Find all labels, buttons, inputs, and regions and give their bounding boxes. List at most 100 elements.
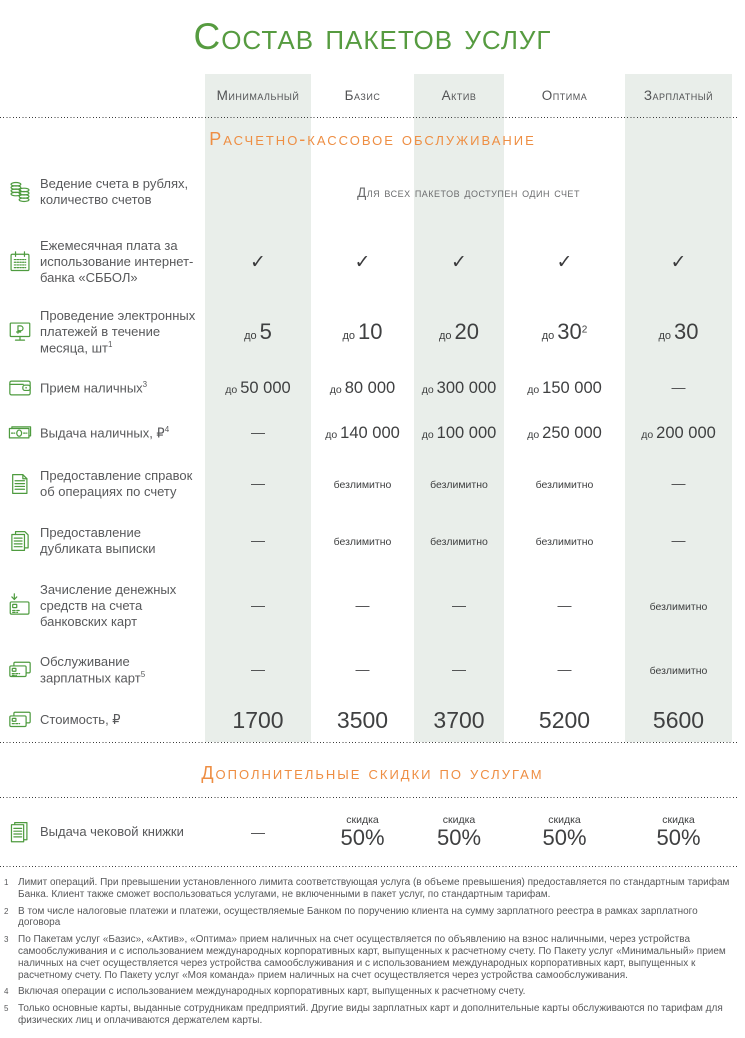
packages-table: Минимальный Базис Актив Оптима Зарплатны… <box>0 74 745 867</box>
cell-value: 3500 <box>336 706 389 733</box>
cell-value: до 50 000 <box>225 378 291 397</box>
divider <box>0 117 739 118</box>
cell-value: безлимитно <box>649 665 708 677</box>
cell-value: ✓ <box>556 251 573 273</box>
cell-value: — <box>355 597 370 613</box>
cell-value: — <box>251 661 265 677</box>
cell-value: до 30 <box>658 319 699 344</box>
calendar-icon <box>7 249 33 275</box>
row-label: Выдача чековой книжки <box>40 824 184 840</box>
table-row: Выдача наличных, ₽4 — до 140 000 до 100 00… <box>0 410 745 456</box>
footnote: 4 Включая операции с использованием межд… <box>4 986 526 998</box>
footnote: 5 Только основные карты, выданные сотруд… <box>4 1003 723 1026</box>
cell-value: 3700 <box>433 706 485 733</box>
cell-value: 1700 <box>232 706 284 733</box>
cell-value: безлимитно <box>333 479 392 491</box>
cell-value: ✓ <box>670 251 687 273</box>
row-label: Выдача наличных, ₽4 <box>40 424 170 441</box>
cell-value: безлимитно <box>333 536 392 548</box>
salary-cards-icon <box>7 657 33 683</box>
cell-value: — <box>557 597 572 613</box>
table-row: Прием наличных3 до 50 000 до 80 000 до 300 … <box>0 366 745 410</box>
cell-value: — <box>557 661 572 677</box>
cell-value: безлимитно <box>430 479 488 491</box>
cell-value: — <box>452 661 466 677</box>
cell-value: — <box>452 597 466 613</box>
cell-value: до 140 000 <box>325 423 400 442</box>
cell-value: скидка 50% <box>542 813 587 850</box>
monitor-ruble-icon <box>7 319 33 345</box>
section-title-rko: Расчетно-кассовое обслуживание <box>209 129 536 149</box>
divider <box>0 866 739 867</box>
divider <box>0 742 739 743</box>
cell-value: до 300 000 <box>421 378 497 397</box>
row-label: Ежемесячная плата за использование интер… <box>40 238 194 285</box>
cell-value: безлимитно <box>430 536 488 548</box>
cell-value: — <box>251 475 265 491</box>
checkbook-icon <box>7 819 33 845</box>
cell-value: — <box>671 532 686 548</box>
cell-value: — <box>251 424 265 440</box>
row-label: Проведение электронных платежей в течени… <box>40 308 196 356</box>
cell-value: ✓ <box>250 251 266 273</box>
cell-value: 5600 <box>652 706 705 733</box>
cell-value: безлимитно <box>535 536 594 548</box>
document-icon <box>7 471 33 497</box>
cell-value: до 250 000 <box>527 423 602 442</box>
row-label: Прием наличных3 <box>40 379 148 396</box>
cell-value: — <box>251 597 265 613</box>
package-column-header: Зарплатный <box>643 88 714 103</box>
cell-value: — <box>671 379 686 395</box>
page-title: Состав пакетов услуг <box>193 16 552 57</box>
table-row: Обслуживание зарплатных карт5 — — — — бе… <box>0 642 745 698</box>
footnotes: 1 Лимит операций. При превышении установ… <box>0 877 745 1027</box>
cell-value: — <box>251 823 265 840</box>
cell-value: — <box>355 661 370 677</box>
table-row: Предоставление дубликата выписки — безли… <box>0 512 745 570</box>
table-row: Проведение электронных платежей в течени… <box>0 298 745 366</box>
column-shade-aktiv <box>414 74 504 742</box>
cell-value: до 20 <box>438 319 480 344</box>
cell-value: до 150 000 <box>527 378 602 397</box>
row-label: Предоставление справок об операциях по с… <box>40 468 193 499</box>
cell-value: ✓ <box>451 251 467 273</box>
cell-value: до 80 000 <box>329 378 396 397</box>
price-cards-icon <box>7 707 33 733</box>
cell-value: безлимитно <box>649 601 708 613</box>
documents-icon <box>7 528 33 554</box>
footnote: 3 По Пакетам услуг «Базис», «Актив», «Оп… <box>4 934 726 981</box>
coins-icon <box>7 179 33 205</box>
table-row: Ведение счета в рублях, количество счето… <box>0 158 745 226</box>
cell-value: скидка 50% <box>656 813 701 850</box>
cell-value: — <box>671 475 686 491</box>
footnote: 1 Лимит операций. При превышении установ… <box>4 877 730 900</box>
tariff-sheet: Состав пакетов услуг Минимальный Базис А… <box>0 14 745 1038</box>
table-row: Стоимость, ₽ 1700 3500 3700 5200 5600 <box>0 698 745 742</box>
banknote-icon <box>7 420 33 446</box>
footnote: 2 В том числе налоговые платежи и платеж… <box>4 905 698 929</box>
table-row: Зачисление денежных средств на счета бан… <box>0 570 745 642</box>
row-label: Ведение счета в рублях, количество счето… <box>40 176 189 207</box>
divider <box>0 797 739 798</box>
table-row: Предоставление справок об операциях по с… <box>0 456 745 512</box>
package-column-header: Базис <box>344 88 381 103</box>
cell-value: до 302 <box>541 319 588 344</box>
package-column-header: Минимальный <box>216 88 300 103</box>
table-row: Ежемесячная плата за использование интер… <box>0 226 745 298</box>
row-label: Стоимость, ₽ <box>40 712 121 728</box>
row-label: Зачисление денежных средств на счета бан… <box>40 582 177 629</box>
package-column-header: Актив <box>441 88 477 103</box>
cell-value: до 200 000 <box>641 423 716 442</box>
cell-value: 5200 <box>538 706 591 733</box>
cell-value: до 5 <box>244 319 272 344</box>
cell-value: до 100 000 <box>421 423 497 442</box>
cell-value: до 10 <box>342 319 383 344</box>
table-row: Выдача чековой книжки — скидка 50% скидка… <box>0 798 745 866</box>
package-column-header: Оптима <box>541 88 588 103</box>
cell-value: — <box>251 532 265 548</box>
column-shade-zarplatny <box>625 74 732 742</box>
cell-value: ✓ <box>354 251 371 273</box>
wallet-icon <box>7 375 33 401</box>
cell-value: скидка 50% <box>340 813 385 850</box>
column-headers: Минимальный Базис Актив Оптима Зарплатны… <box>0 74 745 117</box>
